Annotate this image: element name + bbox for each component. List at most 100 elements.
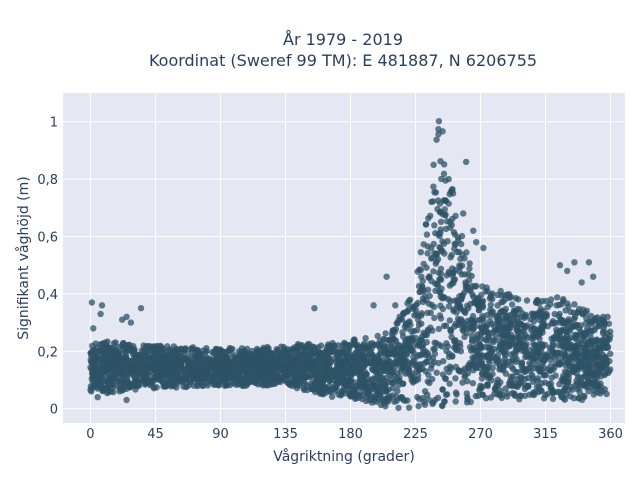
- data-point: [101, 354, 108, 362]
- data-point: [316, 390, 324, 397]
- data-point: [301, 386, 308, 394]
- data-point: [163, 371, 170, 379]
- data-point: [440, 322, 448, 330]
- data-point: [112, 339, 119, 346]
- data-point: [229, 351, 237, 358]
- data-point: [476, 344, 483, 351]
- data-point: [492, 333, 499, 340]
- data-point: [452, 398, 459, 405]
- data-point: [215, 382, 222, 389]
- data-point: [291, 367, 298, 374]
- data-point: [437, 302, 444, 309]
- data-point: [595, 322, 603, 330]
- data-point: [279, 373, 286, 381]
- data-point: [418, 273, 425, 280]
- data-point: [154, 347, 161, 354]
- data-point: [171, 381, 178, 388]
- data-point: [503, 390, 511, 397]
- data-point: [319, 380, 326, 387]
- data-point: [336, 356, 343, 363]
- data-point: [154, 356, 161, 363]
- data-point: [122, 370, 129, 378]
- data-point: [311, 305, 318, 312]
- data-point: [410, 305, 417, 313]
- data-point: [106, 358, 114, 365]
- data-point: [579, 310, 586, 318]
- data-point: [334, 368, 342, 375]
- data-point: [456, 339, 464, 347]
- data-point: [440, 170, 448, 177]
- data-point: [95, 370, 102, 378]
- data-point: [107, 374, 114, 382]
- data-point: [273, 360, 281, 367]
- data-point: [439, 386, 446, 393]
- data-point: [548, 374, 555, 381]
- data-point: [522, 343, 529, 350]
- y-axis-ticks: 0 0,2 0,4 0,6 0,8 1: [37, 116, 58, 418]
- data-point: [478, 375, 486, 382]
- data-point: [607, 328, 614, 335]
- y-tick-label: 0,8: [37, 173, 58, 188]
- data-point: [305, 373, 312, 381]
- data-point: [520, 336, 528, 343]
- data-point: [239, 352, 247, 359]
- data-point: [175, 375, 182, 382]
- data-point: [96, 348, 104, 355]
- data-point: [543, 313, 550, 320]
- data-point: [436, 341, 443, 349]
- data-point: [449, 190, 457, 197]
- data-point: [482, 370, 490, 377]
- data-point: [284, 379, 291, 386]
- data-point: [413, 353, 421, 360]
- data-point: [425, 371, 432, 378]
- data-point: [530, 347, 537, 354]
- data-point: [473, 349, 480, 356]
- data-point: [494, 376, 501, 383]
- data-point: [432, 280, 439, 287]
- data-point: [237, 364, 244, 372]
- data-point: [347, 366, 354, 373]
- data-point: [325, 341, 332, 348]
- data-point: [191, 369, 198, 376]
- data-point: [590, 348, 598, 356]
- data-point: [542, 352, 549, 360]
- data-point: [441, 197, 449, 204]
- data-point: [466, 260, 473, 267]
- data-point: [374, 378, 381, 386]
- data-point: [194, 381, 201, 388]
- data-point: [512, 311, 519, 318]
- data-point: [577, 362, 584, 370]
- data-point: [462, 309, 469, 316]
- data-point: [90, 325, 97, 332]
- data-point: [445, 175, 452, 183]
- data-point: [559, 317, 566, 324]
- data-point: [515, 345, 522, 353]
- data-point: [507, 378, 514, 385]
- data-point: [570, 363, 578, 370]
- data-point: [346, 342, 353, 349]
- data-point: [487, 301, 494, 309]
- data-point: [514, 324, 521, 332]
- data-point: [456, 317, 463, 324]
- data-point: [420, 260, 427, 268]
- data-point: [313, 377, 321, 385]
- data-point: [405, 404, 413, 411]
- data-point: [132, 368, 139, 375]
- data-point: [424, 286, 432, 293]
- data-point: [430, 183, 437, 190]
- data-point: [445, 303, 453, 310]
- data-point: [431, 314, 438, 322]
- data-point: [473, 239, 480, 246]
- chart-title: År 1979 - 2019 Koordinat (Sweref 99 TM):…: [149, 30, 537, 70]
- data-point: [432, 287, 439, 294]
- data-point: [551, 335, 558, 342]
- data-point: [223, 368, 231, 375]
- data-point: [551, 363, 558, 371]
- data-point: [469, 282, 476, 290]
- data-point: [497, 331, 504, 338]
- data-point: [514, 383, 521, 390]
- data-point: [132, 376, 139, 383]
- data-point: [382, 403, 389, 410]
- data-point: [467, 287, 474, 295]
- data-point: [344, 351, 352, 358]
